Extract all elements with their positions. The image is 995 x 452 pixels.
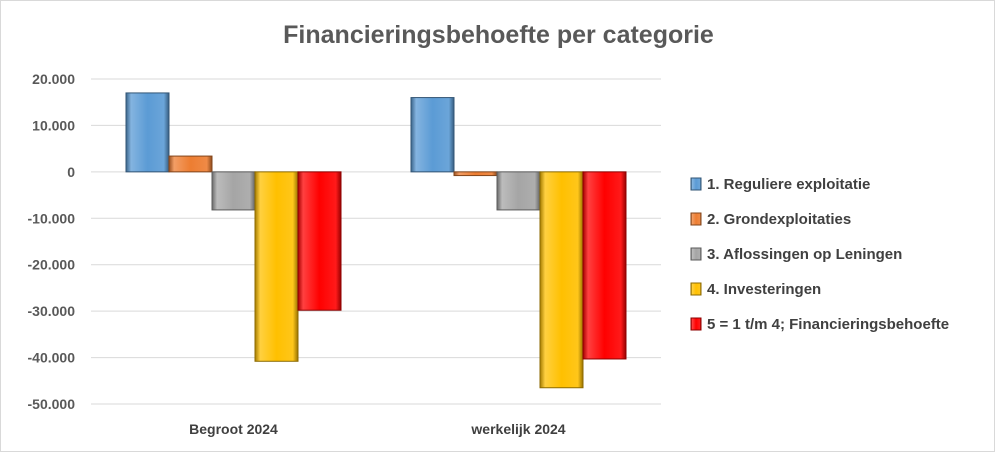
bar [125,92,170,173]
legend-swatch [690,177,702,191]
bar [254,171,299,362]
bar [211,171,256,211]
bars-layer [125,92,627,389]
legend-label: 1. Reguliere exploitatie [707,176,870,193]
legend-label: 3. Aflossingen op Leningen [707,246,902,263]
bar [539,171,584,389]
bar [496,171,541,211]
x-category-label: Begroot 2024 [189,421,278,437]
legend-label: 5 = 1 t/m 4; Financieringsbehoefte [707,316,949,333]
legend-swatch [690,212,702,226]
x-axis-categories: Begroot 2024 werkelijk 2024 [189,421,566,437]
y-tick-label: -50.000 [28,396,76,412]
y-tick-label: 20.000 [32,71,75,87]
x-category-label: werkelijk 2024 [470,421,565,437]
bar [297,171,342,311]
legend-swatch [690,317,702,331]
y-tick-label: -10.000 [28,210,76,226]
legend: 1. Reguliere exploitatie 2. Grondexploita… [690,176,949,333]
y-tick-label: -30.000 [28,303,76,319]
legend-label: 2. Grondexploitaties [707,211,851,228]
y-tick-label: -20.000 [28,257,76,273]
bar [410,97,455,173]
y-tick-label: 10.000 [32,117,75,133]
bar [453,171,498,177]
legend-label: 4. Investeringen [707,281,821,298]
bar [168,155,213,173]
y-tick-label: 0 [67,164,75,180]
bar [582,171,627,360]
chart-title: Financieringsbehoefte per categorie [283,21,714,49]
y-tick-label: -40.000 [28,350,76,366]
legend-swatch [690,282,702,296]
y-axis-ticks: 20.000 10.000 0 -10.000 -20.000 -30.000 -40.00… [28,71,76,412]
legend-swatch [690,247,702,261]
